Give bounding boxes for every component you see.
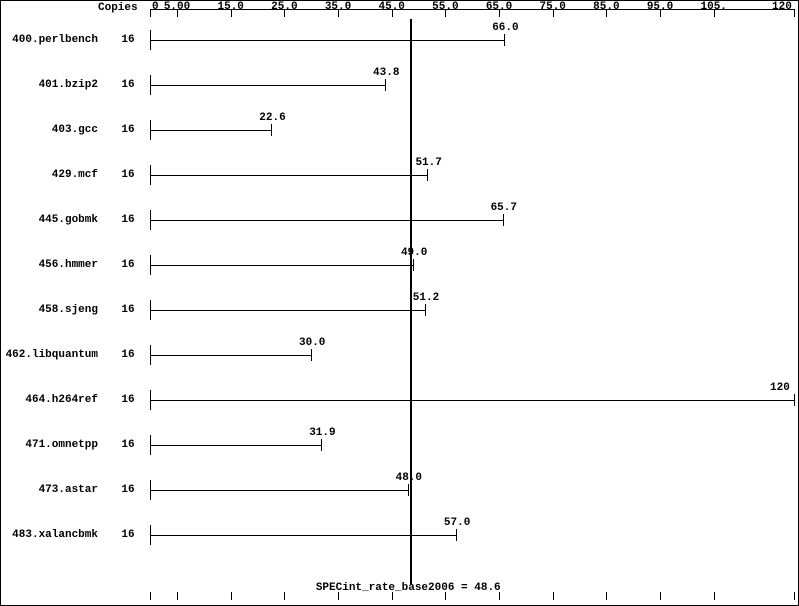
x-tick-label: 25.0	[271, 1, 297, 13]
x-tick-label: 5.00	[164, 1, 190, 13]
benchmark-name: 464.h264ref	[3, 394, 98, 406]
bar-end-cap	[311, 349, 312, 361]
x-tick-bottom	[177, 592, 178, 600]
reference-line	[410, 19, 412, 584]
benchmark-value-label: 49.0	[401, 247, 427, 259]
x-tick-bottom	[794, 592, 795, 600]
x-axis-top-line	[150, 9, 794, 10]
bar-end-cap	[503, 214, 504, 226]
bar-end-cap	[425, 304, 426, 316]
copies-value: 16	[113, 259, 143, 271]
benchmark-name: 403.gcc	[3, 124, 98, 136]
copies-value: 16	[113, 169, 143, 181]
benchmark-name: 471.omnetpp	[3, 439, 98, 451]
benchmark-name: 458.sjeng	[3, 304, 98, 316]
bar-end-cap	[385, 79, 386, 91]
x-tick-bottom	[553, 592, 554, 600]
benchmark-name: 400.perlbench	[3, 34, 98, 46]
bar-end-cap	[427, 169, 428, 181]
benchmark-name: 401.bzip2	[3, 79, 98, 91]
x-tick-label: 45.0	[379, 1, 405, 13]
benchmark-bar	[150, 265, 413, 266]
x-tick-label: 85.0	[593, 1, 619, 13]
benchmark-value-label: 48.0	[396, 472, 422, 484]
benchmark-value-label: 22.6	[259, 112, 285, 124]
benchmark-name: 473.astar	[3, 484, 98, 496]
benchmark-value-label: 30.0	[299, 337, 325, 349]
bar-end-cap	[271, 124, 272, 136]
bar-end-cap	[321, 439, 322, 451]
benchmark-bar	[150, 40, 504, 41]
x-tick-bottom	[284, 592, 285, 600]
benchmark-bar	[150, 220, 503, 221]
benchmark-bar	[150, 310, 425, 311]
benchmark-bar	[150, 85, 385, 86]
copies-value: 16	[113, 124, 143, 136]
x-tick-label: 65.0	[486, 1, 512, 13]
x-tick-label: 120	[772, 1, 792, 13]
copies-value: 16	[113, 304, 143, 316]
x-tick-label: 75.0	[540, 1, 566, 13]
benchmark-name: 456.hmmer	[3, 259, 98, 271]
benchmark-value-label: 57.0	[444, 517, 470, 529]
benchmark-value-label: 43.8	[373, 67, 399, 79]
benchmark-bar	[150, 535, 456, 536]
copies-value: 16	[113, 349, 143, 361]
bar-end-cap	[504, 34, 505, 46]
x-tick-bottom	[660, 592, 661, 600]
benchmark-name: 483.xalancbmk	[3, 529, 98, 541]
copies-header: Copies	[98, 2, 138, 14]
benchmark-bar	[150, 490, 408, 491]
bar-end-cap	[794, 394, 795, 406]
x-tick-bottom	[606, 592, 607, 600]
benchmark-value-label: 31.9	[309, 427, 335, 439]
reference-label: SPECint_rate_base2006 = 48.6	[316, 582, 501, 594]
benchmark-value-label: 66.0	[492, 22, 518, 34]
x-tick-label: 55.0	[432, 1, 458, 13]
bar-end-cap	[413, 259, 414, 271]
x-tick-label: 0	[152, 1, 159, 13]
benchmark-bar	[150, 400, 794, 401]
benchmark-bar	[150, 130, 271, 131]
benchmark-value-label: 65.7	[491, 202, 517, 214]
x-tick-label: 35.0	[325, 1, 351, 13]
x-tick-top	[794, 9, 795, 17]
benchmark-value-label: 51.7	[415, 157, 441, 169]
benchmark-value-label: 120	[770, 382, 790, 394]
x-tick-bottom	[150, 592, 151, 600]
copies-value: 16	[113, 394, 143, 406]
x-tick-label: 15.0	[218, 1, 244, 13]
x-tick-top	[150, 9, 151, 17]
copies-value: 16	[113, 214, 143, 226]
copies-value: 16	[113, 529, 143, 541]
benchmark-name: 429.mcf	[3, 169, 98, 181]
benchmark-bar	[150, 175, 427, 176]
copies-value: 16	[113, 79, 143, 91]
spec-rate-chart: Copies 0 5.00 15.0 25.0 35.0 45.0 55.0 65.0 75.0…	[0, 0, 799, 606]
benchmark-bar	[150, 445, 321, 446]
benchmark-name: 462.libquantum	[3, 349, 98, 361]
copies-value: 16	[113, 34, 143, 46]
benchmark-bar	[150, 355, 311, 356]
copies-value: 16	[113, 439, 143, 451]
copies-value: 16	[113, 484, 143, 496]
benchmark-name: 445.gobmk	[3, 214, 98, 226]
bar-end-cap	[456, 529, 457, 541]
benchmark-value-label: 51.2	[413, 292, 439, 304]
x-tick-bottom	[714, 592, 715, 600]
x-tick-label: 95.0	[647, 1, 673, 13]
bar-end-cap	[408, 484, 409, 496]
x-tick-bottom	[231, 592, 232, 600]
x-tick-label: 105.	[701, 1, 727, 13]
